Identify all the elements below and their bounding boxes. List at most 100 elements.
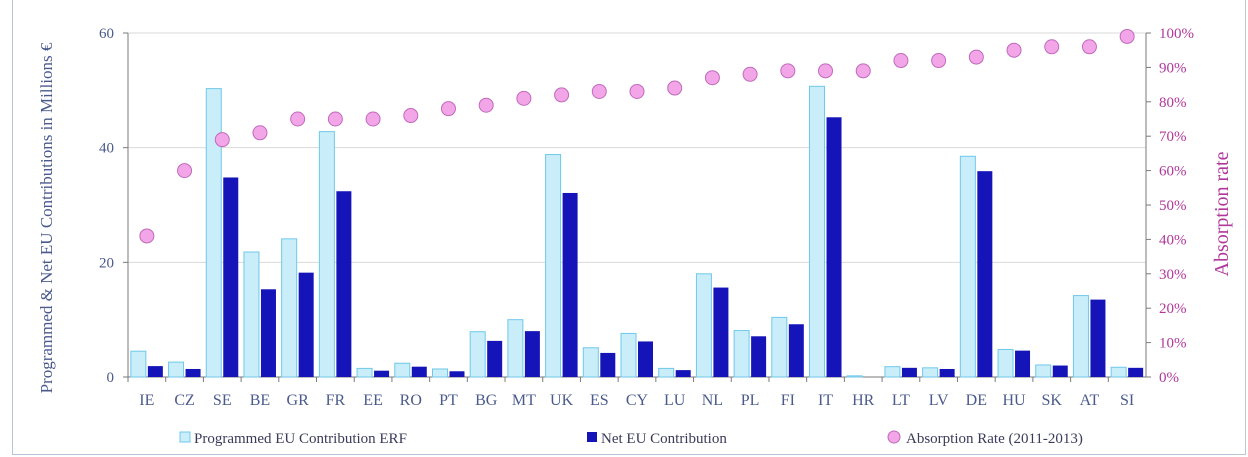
bar-programmed-NL bbox=[695, 273, 712, 378]
tick-label-x-SI: SI bbox=[1120, 392, 1134, 409]
tick-label-right-5: 50% bbox=[1159, 198, 1187, 214]
bar-programmed-EE bbox=[356, 367, 373, 378]
bar-net-LT bbox=[901, 367, 917, 377]
bar-net-EE bbox=[374, 370, 390, 377]
bar-programmed-SI bbox=[1110, 366, 1127, 378]
point-absorption-LV bbox=[931, 53, 947, 69]
point-absorption-LT bbox=[893, 53, 909, 69]
bar-net-IT bbox=[826, 117, 842, 377]
point-absorption-CZ bbox=[177, 163, 193, 179]
tick-label-right-7: 70% bbox=[1159, 129, 1187, 145]
bar-net-FI bbox=[788, 324, 804, 377]
bar-programmed-FI bbox=[771, 316, 788, 378]
tick-label-left-60: 60 bbox=[99, 26, 114, 42]
tick-label-x-DE: DE bbox=[966, 392, 987, 409]
tick-label-x-BG: BG bbox=[475, 392, 498, 409]
absorption-points bbox=[139, 28, 1135, 244]
tick-label-x-RO: RO bbox=[400, 392, 422, 409]
tick-label-x-HU: HU bbox=[1002, 392, 1026, 409]
bar-programmed-LV bbox=[922, 367, 939, 378]
tick-label-right-9: 90% bbox=[1159, 60, 1187, 76]
bar-programmed-CZ bbox=[168, 361, 185, 378]
bar-net-RO bbox=[411, 366, 427, 377]
tick-label-x-IE: IE bbox=[139, 392, 154, 409]
bar-programmed-PT bbox=[431, 368, 448, 378]
point-absorption-HR bbox=[855, 63, 871, 79]
tick-label-x-ES: ES bbox=[590, 392, 609, 409]
tick-label-x-FR: FR bbox=[326, 392, 346, 409]
tick-label-x-HR: HR bbox=[852, 392, 875, 409]
tick-label-x-GR: GR bbox=[287, 392, 310, 409]
bars bbox=[130, 85, 1144, 378]
tick-label-right-3: 30% bbox=[1159, 267, 1187, 283]
tick-label-x-MT: MT bbox=[512, 392, 536, 409]
bar-net-CY bbox=[638, 341, 653, 377]
bar-programmed-ES bbox=[582, 347, 599, 378]
tick-label-x-LT: LT bbox=[892, 392, 910, 409]
tick-label-right-6: 60% bbox=[1159, 164, 1187, 180]
bar-programmed-UK bbox=[545, 154, 562, 378]
chart-frame bbox=[12, 0, 1246, 455]
bar-net-BG bbox=[487, 340, 503, 377]
tick-label-x-PT: PT bbox=[439, 392, 458, 409]
point-absorption-PL bbox=[742, 66, 758, 82]
bar-net-DE bbox=[977, 171, 993, 377]
point-absorption-DE bbox=[968, 49, 984, 65]
bar-programmed-IE bbox=[130, 350, 147, 378]
point-absorption-HU bbox=[1006, 42, 1022, 58]
tick-label-x-PL: PL bbox=[741, 392, 760, 409]
bar-net-IE bbox=[147, 366, 163, 377]
point-absorption-NL bbox=[704, 70, 720, 86]
tick-labels: 0 20 40 60 0% 10% 20% 30% 40% 50% 60% 70% 80% 90% 100%… bbox=[99, 26, 1194, 409]
bar-programmed-BE bbox=[243, 251, 260, 378]
bar-net-CZ bbox=[185, 368, 201, 377]
tick-label-x-CY: CY bbox=[626, 392, 649, 409]
tick-label-x-FI: FI bbox=[781, 392, 795, 409]
bar-programmed-RO bbox=[394, 362, 411, 378]
legend: Programmed EU Contribution ERF Net EU Co… bbox=[179, 430, 1083, 447]
point-absorption-PT bbox=[440, 101, 456, 117]
legend-label-net: Net EU Contribution bbox=[601, 431, 727, 447]
legend-swatch-net bbox=[587, 432, 597, 442]
point-absorption-UK bbox=[554, 87, 570, 103]
bar-net-ES bbox=[600, 352, 616, 377]
tick-label-x-LU: LU bbox=[664, 392, 686, 409]
bar-net-UK bbox=[562, 192, 578, 377]
bar-programmed-PL bbox=[733, 330, 750, 378]
bar-net-GR bbox=[298, 272, 314, 377]
bar-programmed-BG bbox=[469, 331, 486, 378]
tick-label-right-1: 10% bbox=[1159, 336, 1187, 352]
bar-programmed-GR bbox=[281, 238, 298, 378]
bar-programmed-HR bbox=[846, 375, 863, 378]
bar-programmed-IT bbox=[809, 85, 826, 378]
tick-label-x-EE: EE bbox=[363, 392, 383, 409]
point-absorption-FI bbox=[780, 63, 796, 79]
tick-label-left-20: 20 bbox=[99, 255, 114, 271]
point-absorption-MT bbox=[516, 90, 532, 106]
bar-net-SK bbox=[1052, 365, 1068, 377]
point-absorption-EE bbox=[365, 111, 381, 127]
tick-label-x-CZ: CZ bbox=[174, 392, 194, 409]
legend-swatch-programmed bbox=[179, 431, 191, 443]
point-absorption-IE bbox=[139, 228, 155, 244]
bar-net-PT bbox=[449, 371, 465, 377]
tick-label-right-8: 80% bbox=[1159, 95, 1187, 111]
tick-label-right-0: 0% bbox=[1159, 370, 1179, 386]
bar-net-LV bbox=[939, 368, 955, 377]
tick-label-x-SE: SE bbox=[213, 392, 232, 409]
bar-programmed-FR bbox=[318, 131, 335, 378]
tick-label-x-BE: BE bbox=[250, 392, 270, 409]
bar-programmed-SE bbox=[205, 88, 222, 378]
bar-net-HU bbox=[1015, 350, 1031, 377]
bar-programmed-HU bbox=[997, 348, 1014, 378]
bar-net-BE bbox=[260, 289, 276, 377]
bar-net-AT bbox=[1090, 299, 1106, 377]
point-absorption-BG bbox=[478, 97, 494, 113]
point-absorption-AT bbox=[1081, 39, 1097, 55]
tick-label-right-2: 20% bbox=[1159, 301, 1187, 317]
point-absorption-BE bbox=[252, 125, 268, 141]
bar-net-PL bbox=[751, 336, 767, 377]
tick-label-x-LV: LV bbox=[929, 392, 949, 409]
bar-programmed-MT bbox=[507, 319, 524, 378]
